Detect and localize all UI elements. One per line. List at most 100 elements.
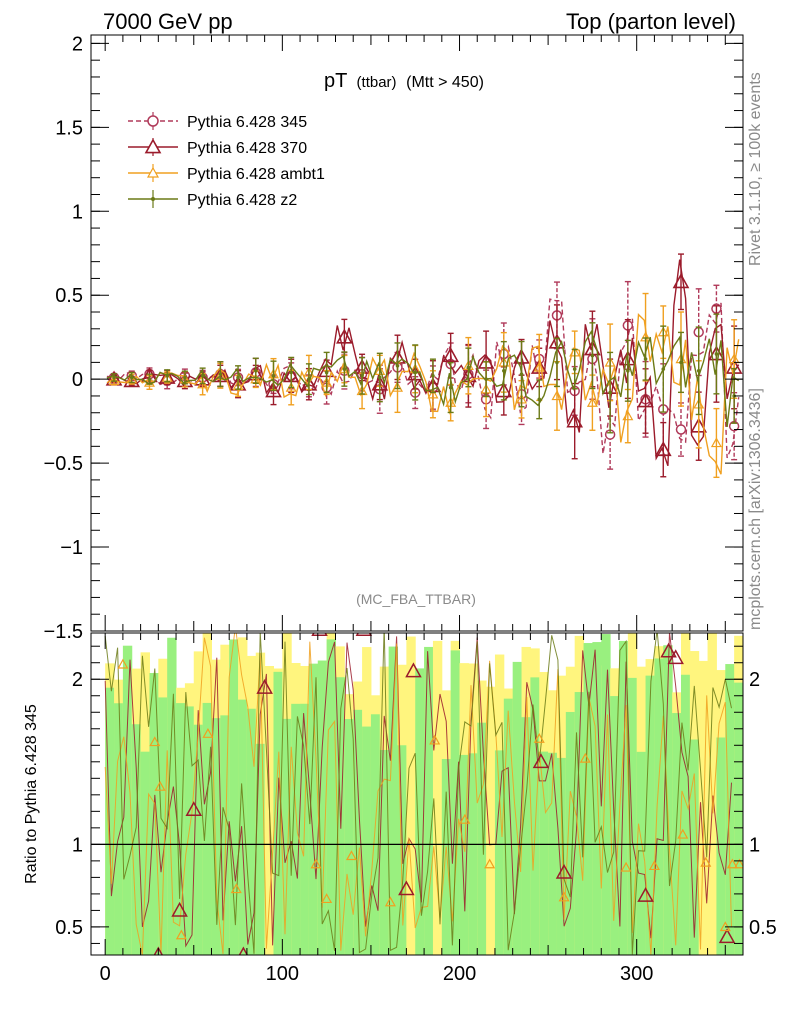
ratio-band-green	[344, 719, 354, 955]
main-point-dot	[271, 374, 276, 378]
ratio-series-line	[104, 633, 732, 955]
ratio-band-green	[503, 698, 514, 955]
ratio-ytick-label: 1	[72, 834, 83, 856]
ratio-point	[185, 801, 203, 817]
ratio-band-green	[618, 640, 629, 955]
header-energy-label: 7000 GeV pp	[103, 9, 233, 34]
ratio-point	[355, 633, 373, 637]
plot-title-sub: (ttbar)	[357, 74, 397, 91]
ratio-band-green	[450, 650, 461, 955]
ratio-series-line	[104, 633, 732, 955]
ratio-band-green	[636, 751, 647, 955]
main-series-line	[106, 259, 740, 467]
main-series-line	[106, 298, 740, 459]
main-point-dot	[395, 363, 400, 368]
ratio-band-yellow	[486, 686, 496, 955]
main-point-triangle	[672, 273, 690, 289]
ratio-band-green	[592, 642, 602, 955]
ratio-xtick-label: 0	[100, 963, 111, 985]
ratio-band-green	[176, 703, 186, 955]
main-point-dot	[342, 367, 347, 371]
main-point-dot	[608, 390, 612, 395]
main-point-triangle	[566, 412, 584, 428]
main-point-dot	[324, 370, 329, 375]
legend-marker	[146, 166, 160, 178]
ratio-band-green	[105, 687, 115, 955]
ratio-band-green	[229, 639, 239, 955]
ratio-band-green	[131, 724, 142, 955]
main-point-dot	[360, 374, 364, 378]
ratio-point	[648, 860, 660, 871]
ratio-point	[384, 896, 396, 907]
main-point-dot	[519, 372, 524, 376]
ratio-point	[429, 734, 441, 745]
main-point-circle	[675, 424, 687, 435]
ratio-band-green	[114, 703, 124, 955]
ratio-band-green	[468, 753, 478, 955]
ratio-band-green	[122, 645, 133, 955]
ratio-band-green	[530, 677, 540, 955]
ratio-point	[153, 946, 164, 955]
main-point-triangle-small	[108, 375, 120, 386]
ratio-plot-frame	[90, 632, 744, 956]
main-point-dot	[431, 374, 435, 378]
main-point-triangle-small	[391, 381, 404, 392]
ratio-band-green	[282, 718, 292, 955]
ratio-point	[230, 883, 242, 894]
ratio-band-green	[370, 714, 381, 955]
legend-label: Pythia 6.428 345	[187, 114, 307, 131]
ratio-band-green	[716, 737, 726, 955]
main-point-dot	[643, 357, 648, 361]
ratio-band-green	[308, 663, 319, 955]
main-point-triangle	[335, 328, 353, 344]
ratio-point	[620, 861, 632, 872]
legend-entry: Pythia 6.428 345	[128, 112, 307, 131]
main-ytick-label: −0.5	[44, 453, 83, 475]
main-point-triangle	[265, 382, 282, 398]
ratio-band-green	[583, 643, 593, 955]
main-ytick-label: 2	[72, 33, 83, 55]
ratio-band-green	[574, 692, 585, 955]
ratio-ytick-label: 0.5	[55, 917, 83, 939]
ratio-band-green	[441, 759, 452, 955]
ratio-band-green	[689, 739, 700, 955]
main-point-triangle-small	[427, 388, 439, 399]
main-point-dot	[289, 370, 294, 375]
main-point-triangle	[654, 441, 672, 457]
mcplots-label: mcplots.cern.ch [arXiv:1306.3436]	[747, 388, 764, 630]
ratio-point	[667, 649, 684, 665]
main-ytick-label: 1	[72, 201, 83, 223]
main-point-dot	[129, 375, 134, 380]
ratio-point	[558, 891, 570, 902]
legend-marker	[144, 138, 162, 154]
ratio-point	[579, 752, 591, 763]
main-point-dot	[165, 374, 169, 378]
main-point-dot	[147, 377, 152, 381]
main-point-triangle	[442, 347, 460, 363]
main-point-dot	[590, 353, 595, 358]
ratio-band-green	[601, 634, 611, 955]
ratio-ytick-label-right: 2	[749, 669, 760, 691]
ratio-point	[677, 828, 689, 839]
analysis-label: (MC_FBA_TTBAR)	[356, 591, 476, 607]
main-point-dot	[200, 374, 205, 378]
ratio-band-green	[202, 702, 212, 955]
main-plot-frame	[90, 34, 744, 632]
ratio-point	[405, 662, 422, 678]
ratio-point	[149, 736, 161, 747]
ratio-band-green	[556, 757, 567, 955]
main-point-triangle-small	[710, 437, 722, 448]
main-point-dot	[714, 352, 719, 356]
ratio-xtick-label: 100	[266, 963, 299, 985]
ratio-band-green	[246, 708, 257, 955]
main-point-dot	[218, 372, 223, 376]
ratio-point	[345, 850, 357, 861]
main-point-dot	[466, 365, 471, 370]
ratio-point	[484, 858, 496, 869]
ratio-band-green	[539, 751, 549, 955]
ratio-point	[726, 858, 738, 869]
ratio-point	[718, 928, 736, 944]
ratio-band-green	[627, 677, 638, 955]
ratio-band-green	[512, 661, 523, 955]
